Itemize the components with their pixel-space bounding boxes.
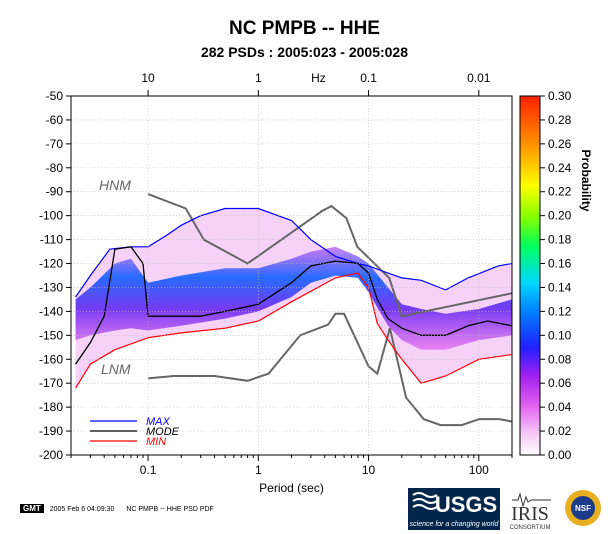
nsf-logo-text: NSF [575, 504, 591, 513]
y-tick-label: -170 [39, 376, 63, 390]
usgs-logo-text: USGS [435, 492, 497, 517]
x-tick-label: 100 [469, 463, 489, 477]
colorbar-tick-label: 0.16 [548, 257, 572, 271]
y-tick-label: -80 [46, 161, 64, 175]
colorbar [519, 95, 541, 456]
y-tick-label: -100 [39, 209, 63, 223]
iris-consortium-text: CONSORTIUM [510, 525, 551, 531]
x-axis-label: Period (sec) [259, 481, 324, 495]
y-tick-label: -140 [39, 304, 63, 318]
footer-timestamp: 2005 Feb 6 04:09:30 [49, 506, 115, 513]
x2-axis-unit: Hz [311, 71, 326, 85]
y-tick-label: -180 [39, 400, 63, 414]
x-tick-label: 10 [362, 463, 376, 477]
colorbar-tick-label: 0.18 [548, 233, 572, 247]
colorbar-tick-label: 0.06 [548, 376, 572, 390]
colorbar-tick-label: 0.00 [548, 448, 572, 462]
usgs-tagline: science for a changing world [410, 521, 500, 528]
footer: GMT 2005 Feb 6 04:09:30 NC PMPB -- HHE P… [20, 504, 214, 513]
y-tick-label: -150 [39, 328, 63, 342]
colorbar-tick-label: 0.20 [548, 209, 572, 223]
min-curve [75, 272, 512, 389]
y-tick-label: -130 [39, 280, 63, 294]
y-tick-label: -110 [40, 233, 63, 247]
colorbar-label: Probability [579, 149, 593, 211]
x-tick-label: 0.1 [140, 463, 157, 477]
legend-max-label: MAX [146, 416, 171, 428]
y-tick-label: -90 [46, 185, 64, 199]
colorbar-tick-label: 0.22 [548, 185, 572, 199]
gmt-badge: GMT [20, 504, 44, 513]
colorbar-tick-label: 0.24 [548, 161, 572, 175]
y-tick-label: -70 [46, 137, 64, 151]
colorbar-tick-label: 0.28 [548, 113, 572, 127]
colorbar-tick-label: 0.02 [548, 424, 572, 438]
x2-tick-label: 0.1 [360, 71, 377, 85]
y-tick-label: -60 [46, 113, 64, 127]
footer-caption: NC PMPB -- HHE PSD PDF [126, 506, 214, 513]
colorbar-tick-label: 0.14 [548, 280, 572, 294]
y-tick-label: -50 [46, 89, 64, 103]
max-curve [75, 207, 512, 298]
colorbar-tick-label: 0.08 [548, 352, 572, 366]
legend-min-label: MIN [146, 436, 166, 448]
nsf-logo: NSF [565, 490, 601, 526]
pdf-envelope [75, 208, 512, 388]
y-tick-label: -160 [39, 352, 63, 366]
iris-logo-text: IRIS [511, 503, 549, 525]
plot-area [71, 96, 512, 455]
usgs-logo: USGS science for a changing world [408, 488, 500, 530]
hnm-curve [147, 193, 512, 318]
y-tick-label: -200 [39, 448, 63, 462]
colorbar-tick-label: 0.04 [548, 400, 572, 414]
pdf-density-band [75, 246, 512, 350]
y-tick-label: -120 [39, 257, 63, 271]
x2-tick-label: 1 [255, 71, 262, 85]
colorbar-tick-label: 0.12 [548, 304, 572, 318]
hnm-label: HNM [99, 177, 131, 193]
x2-tick-label: 10 [141, 71, 155, 85]
colorbar-tick-label: 0.26 [548, 137, 572, 151]
y-tick-label: -190 [39, 424, 63, 438]
iris-logo: IRIS CONSORTIUM [510, 492, 551, 531]
x-tick-label: 1 [255, 463, 262, 477]
x2-tick-label: 0.01 [467, 71, 491, 85]
chart-subtitle: 282 PSDs : 2005:023 - 2005:028 [200, 44, 409, 60]
chart-title: NC PMPB -- HHE [229, 18, 380, 39]
legend-mode-label: MODE [146, 426, 180, 438]
colorbar-tick-label: 0.10 [548, 328, 572, 342]
colorbar-tick-label: 0.30 [548, 89, 572, 103]
lnm-label: LNM [101, 361, 131, 377]
